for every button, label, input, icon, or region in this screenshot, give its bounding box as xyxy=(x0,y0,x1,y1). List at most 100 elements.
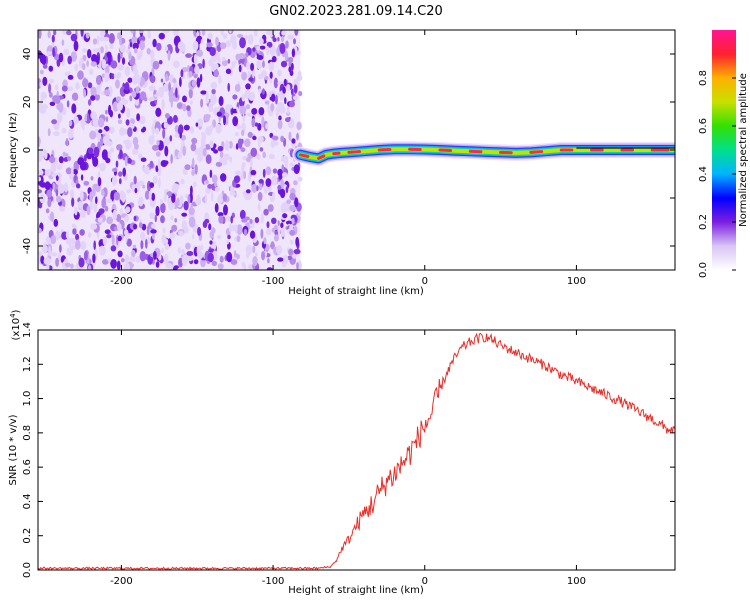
noise-blob xyxy=(82,54,87,62)
colorbar-tick-label: 0.6 xyxy=(698,118,709,134)
noise-blob xyxy=(166,191,173,196)
noise-blob xyxy=(139,30,144,34)
noise-blob xyxy=(218,115,221,123)
noise-blob xyxy=(246,61,250,70)
noise-blob xyxy=(150,229,157,234)
x-tick-label: -200 xyxy=(110,576,133,587)
noise-blob xyxy=(112,209,118,221)
y-tick-label: 1.0 xyxy=(22,391,33,407)
noise-blob xyxy=(186,105,191,111)
noise-blob xyxy=(156,139,160,146)
noise-blob xyxy=(147,30,151,40)
noise-blob xyxy=(166,44,173,55)
noise-blob xyxy=(174,184,180,189)
noise-blob xyxy=(229,223,232,233)
x-tick-label: -100 xyxy=(262,576,285,587)
noise-blob xyxy=(104,229,111,235)
noise-blob xyxy=(139,40,145,51)
noise-blob xyxy=(291,62,294,71)
noise-blob xyxy=(152,144,159,151)
noise-blob xyxy=(216,235,222,239)
noise-blob xyxy=(280,227,286,237)
noise-blob xyxy=(217,145,224,152)
noise-blob xyxy=(126,189,132,194)
noise-blob xyxy=(151,123,156,135)
noise-blob xyxy=(294,30,299,36)
noise-blob xyxy=(135,255,141,263)
colorbar-label: Normalized spectral amplitude xyxy=(738,73,749,227)
noise-blob xyxy=(138,35,146,43)
noise-blob xyxy=(121,57,126,65)
noise-blob xyxy=(52,47,55,58)
noise-blob xyxy=(117,250,123,258)
noise-blob xyxy=(289,229,296,236)
noise-blob xyxy=(90,61,97,67)
noise-blob xyxy=(269,45,277,56)
noise-blob xyxy=(39,81,43,88)
noise-blob xyxy=(183,124,190,131)
noise-blob xyxy=(244,34,249,41)
noise-blob xyxy=(78,257,85,268)
noise-blob xyxy=(250,169,257,176)
noise-blob xyxy=(204,114,211,119)
noise-blob xyxy=(68,120,73,127)
noise-blob xyxy=(245,52,249,58)
snr-multiplier-exp: 4 xyxy=(9,313,17,318)
noise-blob xyxy=(73,40,79,52)
noise-blob xyxy=(160,202,166,214)
noise-blob xyxy=(153,250,157,260)
noise-blob xyxy=(123,139,128,144)
noise-blob xyxy=(209,47,216,56)
noise-blob xyxy=(48,65,54,72)
noise-blob xyxy=(126,158,132,164)
noise-blob xyxy=(117,64,125,71)
noise-blob xyxy=(175,87,178,98)
noise-blob xyxy=(180,134,187,141)
noise-blob xyxy=(213,69,219,78)
noise-blob xyxy=(177,127,181,135)
noise-blob xyxy=(284,97,287,105)
noise-blob xyxy=(263,208,269,216)
noise-blob xyxy=(83,154,87,162)
noise-blob xyxy=(214,181,218,188)
noise-blob xyxy=(54,95,61,105)
noise-blob xyxy=(121,97,125,103)
noise-blob xyxy=(50,163,57,173)
noise-blob xyxy=(208,59,214,67)
noise-blob xyxy=(247,112,252,117)
noise-blob xyxy=(233,175,240,184)
noise-blob xyxy=(194,148,202,156)
noise-blob xyxy=(158,60,163,65)
noise-blob xyxy=(105,109,108,115)
noise-blob xyxy=(65,231,69,239)
noise-blob xyxy=(104,65,110,75)
noise-blob xyxy=(283,78,287,87)
noise-blob xyxy=(142,184,146,189)
noise-blob xyxy=(102,236,108,246)
noise-blob xyxy=(165,113,170,119)
noise-blob xyxy=(185,53,193,58)
noise-blob xyxy=(227,82,230,92)
noise-blob xyxy=(211,174,218,184)
noise-blob xyxy=(116,101,124,111)
noise-blob xyxy=(223,153,230,161)
noise-blob xyxy=(39,108,47,114)
noise-blob xyxy=(239,105,247,115)
noise-blob xyxy=(130,118,135,125)
noise-blob xyxy=(243,228,248,236)
noise-blob xyxy=(270,241,275,250)
noise-blob xyxy=(138,49,143,58)
noise-blob xyxy=(182,103,187,112)
x-tick-label: 0 xyxy=(422,276,428,287)
noise-blob xyxy=(163,193,167,203)
noise-blob xyxy=(163,160,169,165)
noise-blob xyxy=(46,189,53,198)
noise-blob xyxy=(238,64,242,73)
noise-blob xyxy=(115,96,122,102)
noise-blob xyxy=(143,97,148,102)
noise-blob xyxy=(39,182,47,188)
noise-blob xyxy=(257,191,263,202)
noise-blob xyxy=(269,196,274,202)
noise-blob xyxy=(285,40,289,49)
